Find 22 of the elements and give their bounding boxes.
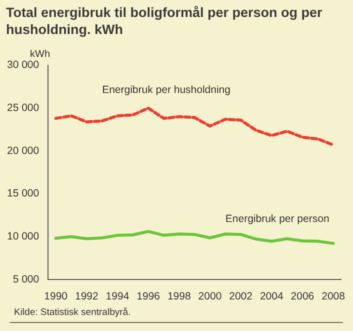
x-tick-label: 2000 <box>198 290 222 303</box>
line-series <box>54 106 335 146</box>
x-tick-label: 1996 <box>136 290 160 303</box>
x-tick-label: 2004 <box>260 290 284 303</box>
y-tick-label: 10 000 <box>6 230 40 242</box>
chart-title: Total energibruk til boligformål per person og per husholdning. kWh <box>6 4 324 38</box>
x-tick-label: 2006 <box>290 290 314 303</box>
y-tick-label: 5 000 <box>12 273 40 286</box>
y-tick-label: 20 000 <box>6 144 40 157</box>
x-tick-label: 1998 <box>167 290 191 303</box>
y-tick-label: 25 000 <box>6 102 40 114</box>
text: Energibruk per husholdning <box>102 84 231 96</box>
x-tick-label: 2002 <box>229 290 253 303</box>
y-tick-label: 15 000 <box>6 188 40 200</box>
y-axis-title: kWh <box>30 49 50 60</box>
x-tick-label: 1994 <box>106 290 130 303</box>
series-label: Energibruk per person <box>225 213 330 226</box>
x-tick-label: 2008 <box>322 290 346 303</box>
y-tick-label: 30 000 <box>6 59 40 72</box>
text: Kilde: Statistisk sentralbyrå. <box>14 307 131 318</box>
x-tick-label: 1992 <box>74 290 98 303</box>
x-tick-label: 1990 <box>44 290 68 303</box>
